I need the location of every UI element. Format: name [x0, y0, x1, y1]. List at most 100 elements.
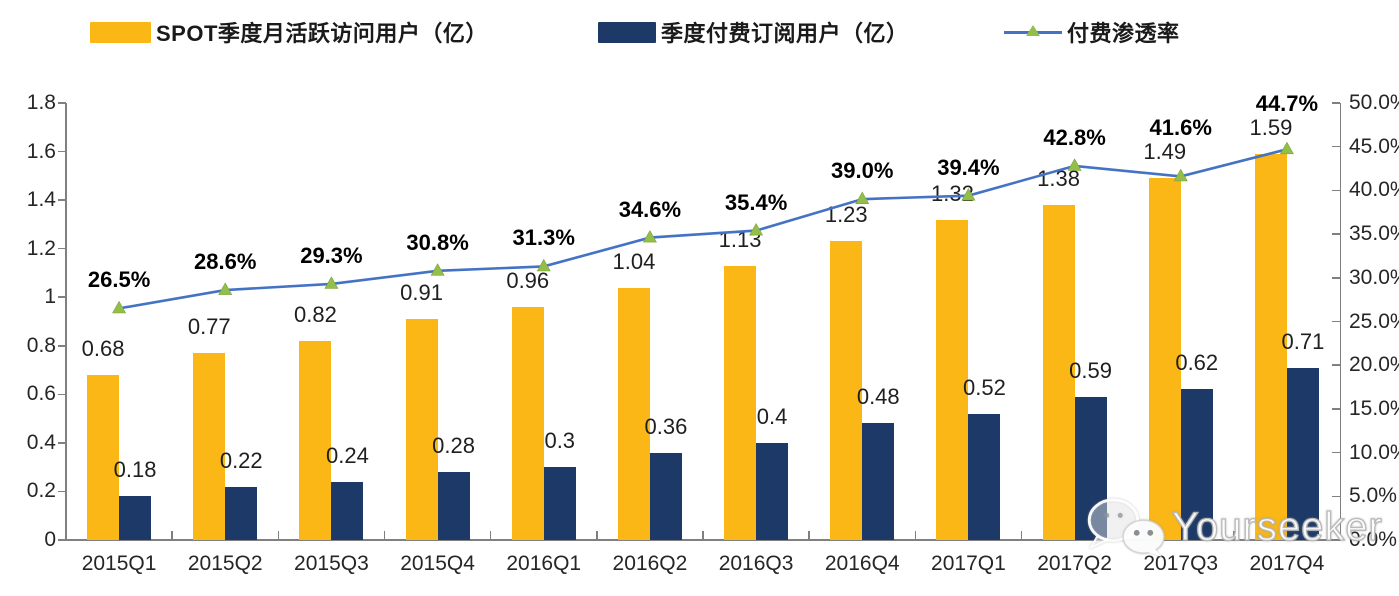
subs-value-label: 0.18 [113, 457, 157, 483]
right-axis-tick-label: 10.0% [1349, 440, 1399, 464]
left-axis-tick-label: 0.2 [26, 479, 56, 503]
subs-value-label: 0.24 [325, 442, 369, 468]
right-axis-tick-label: 15.0% [1349, 396, 1399, 420]
left-axis-tick [58, 150, 66, 153]
left-axis-tick-label: 0.6 [26, 382, 56, 406]
right-axis-tick [1332, 189, 1340, 192]
watermark-text: Yourseeker [1171, 504, 1383, 549]
subs-value-label: 0.28 [432, 433, 475, 459]
right-axis-tick-label: 25.0% [1349, 309, 1399, 333]
penetration-value-label: 39.4% [937, 154, 1000, 180]
legend-item-subs: 季度付费订阅用户（亿） [598, 20, 909, 46]
right-axis-tick [1332, 145, 1340, 148]
penetration-value-label: 44.7% [1255, 90, 1319, 116]
subs-bar [649, 452, 682, 540]
x-axis-category-label: 2015Q3 [294, 552, 369, 575]
right-axis-tick-label: 50.0% [1349, 91, 1399, 114]
left-axis-tick-label: 0.8 [26, 333, 56, 357]
left-axis-tick [58, 539, 66, 541]
right-axis-tick-label: 45.0% [1349, 134, 1399, 158]
x-axis-category-label: 2016Q4 [824, 552, 900, 575]
subs-bar [968, 413, 1001, 540]
mau-legend-prefix: SPOT [156, 21, 218, 46]
x-axis-tick [808, 531, 810, 539]
subs-value-label: 0.22 [219, 447, 263, 473]
mau-bar [87, 374, 120, 540]
left-axis-tick [58, 199, 66, 201]
mau-legend-swatch [90, 21, 151, 43]
subs-bar [756, 442, 789, 540]
subs-value-label: 0.52 [962, 374, 1006, 400]
subs-bar [543, 467, 576, 540]
mau-bar [724, 265, 757, 540]
subs-value-label: 0.4 [756, 403, 788, 429]
subs-value-label: 0.3 [544, 428, 576, 454]
left-axis-tick [58, 345, 66, 347]
subs-bar [225, 486, 258, 540]
mau-value-label: 1.13 [718, 226, 762, 252]
subs-value-label: 0.62 [1175, 350, 1219, 376]
x-axis-category-label: 2015Q1 [81, 552, 157, 575]
x-axis-tick [171, 531, 173, 539]
penetration-legend-marker [1004, 22, 1062, 43]
subs-bar [1286, 367, 1319, 540]
penetration-value-label: 41.6% [1149, 115, 1212, 141]
mau-bar [617, 287, 650, 540]
left-axis-tick-label: 0 [44, 528, 56, 551]
left-axis-tick [58, 296, 66, 298]
penetration-value-label: 28.6% [194, 249, 257, 275]
left-axis-tick-label: 1 [44, 285, 56, 309]
right-axis-tick-label: 5.0% [1349, 484, 1397, 508]
x-axis-tick [914, 531, 917, 539]
x-axis-tick [1020, 531, 1023, 539]
left-axis-tick [58, 490, 66, 493]
subs-value-label: 0.71 [1281, 328, 1325, 354]
mau-value-label: 0.77 [187, 314, 231, 340]
right-axis-tick [1332, 320, 1340, 323]
x-axis-category-label: 2016Q1 [506, 552, 582, 575]
mau-value-label: 0.68 [81, 335, 125, 361]
wechat-icon [1087, 498, 1165, 558]
penetration-value-label: 31.3% [512, 225, 575, 251]
subs-value-label: 0.59 [1069, 357, 1112, 383]
x-axis-category-label: 2015Q4 [400, 552, 475, 575]
x-axis-tick [1233, 531, 1235, 539]
right-axis-tick [1332, 277, 1340, 279]
penetration-marker [642, 229, 657, 243]
left-axis-line [65, 103, 67, 540]
penetration-marker [324, 276, 339, 289]
right-axis-tick-label: 40.0% [1349, 178, 1399, 202]
left-axis-tick-label: 1.6 [26, 139, 56, 163]
penetration-value-label: 30.8% [406, 229, 469, 255]
right-axis-tick [1332, 233, 1340, 235]
subs-value-label: 0.36 [644, 413, 688, 439]
left-axis-tick-label: 1.8 [26, 91, 56, 114]
right-axis-tick [1332, 495, 1340, 498]
penetration-marker [112, 300, 127, 314]
left-axis-tick-label: 1.2 [26, 236, 56, 260]
x-axis-tick [702, 531, 704, 539]
subs-bar [119, 496, 152, 540]
penetration-marker [430, 263, 445, 276]
mau-bar [511, 306, 544, 540]
left-axis-tick [58, 442, 66, 444]
right-axis-tick [1332, 102, 1340, 104]
mau-bar [299, 340, 332, 540]
x-axis-category-label: 2016Q3 [718, 552, 794, 575]
right-axis-line [1339, 103, 1341, 540]
x-axis-category-label: 2017Q1 [931, 552, 1006, 575]
subs-value-label: 0.48 [856, 384, 900, 410]
right-axis-tick [1332, 539, 1340, 541]
x-axis-tick [596, 531, 598, 539]
right-axis-tick-label: 30.0% [1349, 265, 1399, 289]
penetration-value-label: 34.6% [618, 196, 682, 222]
subs-legend-label: 季度付费订阅用户（亿） [661, 21, 909, 46]
x-axis-category-label: 2016Q2 [612, 552, 688, 575]
subs-bar [1180, 389, 1213, 540]
left-axis-tick-label: 0.4 [26, 430, 56, 454]
subs-legend-swatch [598, 21, 656, 43]
subs-bar [331, 481, 364, 540]
subs-bar [862, 423, 895, 540]
x-axis-tick [383, 531, 386, 539]
